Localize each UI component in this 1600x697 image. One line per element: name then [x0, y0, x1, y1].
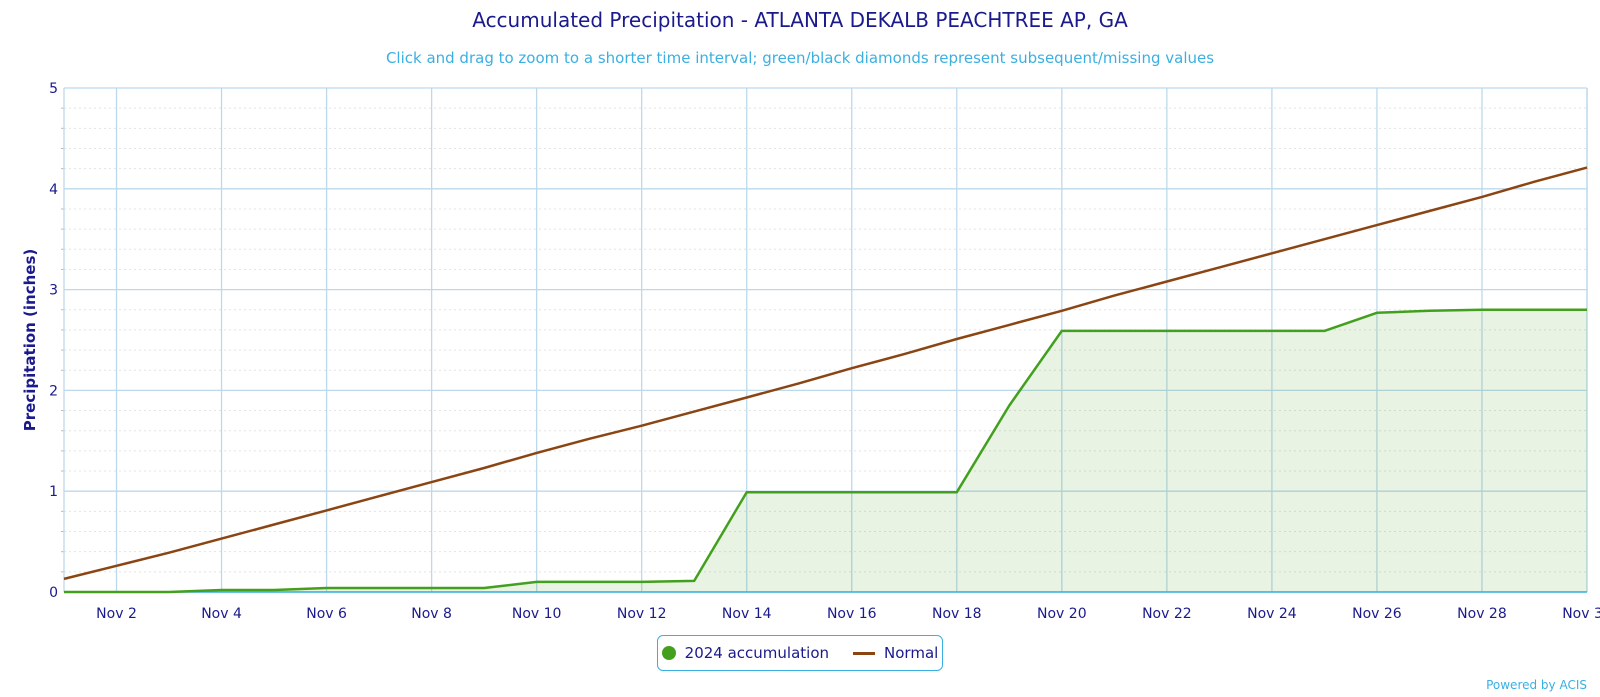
x-tick-label: Nov 12: [617, 606, 667, 622]
data-point-2024-accumulation: [746, 491, 748, 493]
data-point-2024-accumulation: [798, 491, 800, 493]
data-point-2024-accumulation: [536, 581, 538, 583]
data-point-2024-accumulation: [430, 587, 432, 589]
data-point-2024-accumulation: [1061, 330, 1063, 332]
data-point-2024-accumulation: [851, 491, 853, 493]
data-point-normal: [1376, 224, 1378, 226]
x-tick-label: Nov 24: [1247, 606, 1297, 622]
data-point-normal: [851, 367, 853, 369]
data-point-2024-accumulation: [588, 581, 590, 583]
data-point-2024-accumulation: [1481, 309, 1483, 311]
data-point-2024-accumulation: [1323, 330, 1325, 332]
data-point-normal: [1166, 280, 1168, 282]
series-line-normal: [63, 166, 1588, 581]
green-dot-icon: [661, 646, 676, 660]
data-point-normal: [1061, 310, 1063, 312]
data-point-normal: [903, 353, 905, 355]
data-point-normal: [1113, 294, 1115, 296]
data-point-2024-accumulation: [115, 591, 117, 593]
data-point-2024-accumulation: [168, 591, 170, 593]
data-point-normal: [641, 425, 643, 427]
data-point-normal: [1481, 196, 1483, 198]
data-point-2024-accumulation: [483, 587, 485, 589]
brown-line-icon: [853, 651, 876, 655]
powered-by-link[interactable]: Powered by ACIS: [1486, 678, 1587, 692]
legend: 2024 accumulation Normal: [657, 635, 943, 671]
data-point-normal: [63, 578, 65, 580]
y-tick-label: 1: [49, 484, 58, 500]
x-tick-label: Nov 2: [96, 606, 137, 622]
data-point-normal: [1428, 210, 1430, 212]
chart-subtitle: Click and drag to zoom to a shorter time…: [385, 49, 1215, 67]
y-tick-label: 0: [49, 585, 58, 601]
data-point-normal: [378, 495, 380, 497]
series-area-2024-accumulation: [64, 309, 1587, 592]
x-tick-label: Nov 4: [201, 606, 242, 622]
chart-title: Accumulated Precipitation - ATLANTA DEKA…: [472, 8, 1128, 32]
x-tick-label: Nov 8: [411, 606, 452, 622]
data-point-normal: [115, 565, 117, 567]
data-point-normal: [956, 338, 958, 340]
x-tick-label: Nov 16: [827, 606, 877, 622]
data-point-normal: [588, 438, 590, 440]
data-point-2024-accumulation: [1586, 309, 1588, 311]
data-point-normal: [1271, 252, 1273, 254]
data-point-normal: [430, 481, 432, 483]
data-point-2024-accumulation: [1271, 330, 1273, 332]
data-point-2024-accumulation: [641, 581, 643, 583]
x-tick-label: Nov 30: [1562, 606, 1600, 622]
data-point-2024-accumulation: [903, 491, 905, 493]
data-point-2024-accumulation: [325, 587, 327, 589]
data-point-normal: [693, 410, 695, 412]
data-point-normal: [483, 467, 485, 469]
x-tick-label: Nov 10: [512, 606, 562, 622]
x-tick-label: Nov 22: [1142, 606, 1192, 622]
data-point-normal: [1218, 266, 1220, 268]
y-tick-label: 2: [49, 383, 58, 399]
legend-label-normal: Normal: [884, 644, 939, 662]
data-point-normal: [746, 396, 748, 398]
x-tick-label: Nov 14: [722, 606, 772, 622]
y-tick-label: 5: [49, 81, 58, 97]
data-point-2024-accumulation: [273, 589, 275, 591]
data-point-2024-accumulation: [220, 589, 222, 591]
data-point-normal: [1533, 181, 1535, 183]
data-point-normal: [220, 537, 222, 539]
data-point-2024-accumulation: [1166, 330, 1168, 332]
data-point-normal: [1586, 166, 1588, 168]
data-point-normal: [273, 523, 275, 525]
data-point-2024-accumulation: [1008, 404, 1010, 406]
data-point-2024-accumulation: [1218, 330, 1220, 332]
data-point-2024-accumulation: [378, 587, 380, 589]
legend-label-accumulation: 2024 accumulation: [684, 644, 830, 662]
data-point-2024-accumulation: [1376, 312, 1378, 314]
data-point-normal: [1323, 238, 1325, 240]
data-point-normal: [1008, 324, 1010, 326]
x-tick-label: Nov 28: [1457, 606, 1507, 622]
x-tick-label: Nov 6: [306, 606, 347, 622]
legend-item-accumulation[interactable]: 2024 accumulation: [661, 644, 830, 662]
data-point-normal: [798, 382, 800, 384]
x-tick-label: Nov 18: [932, 606, 982, 622]
legend-item-normal[interactable]: Normal: [853, 644, 938, 662]
x-tick-label: Nov 26: [1352, 606, 1402, 622]
data-point-normal: [325, 509, 327, 511]
data-point-2024-accumulation: [693, 580, 695, 582]
data-point-normal: [168, 552, 170, 554]
y-tick-label: 3: [49, 283, 58, 299]
data-point-2024-accumulation: [1113, 330, 1115, 332]
x-tick-label: Nov 20: [1037, 606, 1087, 622]
y-tick-label: 4: [49, 182, 58, 198]
data-point-2024-accumulation: [1428, 310, 1430, 312]
data-point-2024-accumulation: [1533, 309, 1535, 311]
data-point-2024-accumulation: [63, 591, 65, 593]
data-point-normal: [536, 452, 538, 454]
series-line-2024-accumulation: [64, 308, 1587, 594]
data-point-2024-accumulation: [956, 491, 958, 493]
